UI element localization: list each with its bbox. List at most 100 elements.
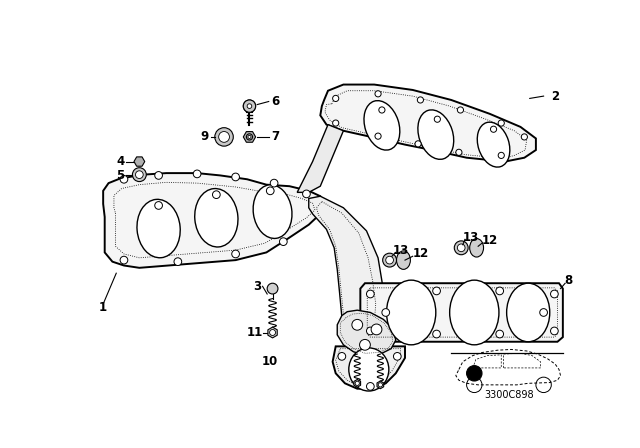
Circle shape [496, 330, 504, 338]
Text: 5: 5 [116, 169, 124, 182]
Circle shape [367, 290, 374, 298]
Circle shape [267, 283, 278, 294]
Polygon shape [333, 346, 405, 389]
Circle shape [375, 90, 381, 97]
Text: 3300C898: 3300C898 [484, 390, 534, 400]
Circle shape [435, 116, 440, 122]
Circle shape [215, 128, 234, 146]
Circle shape [467, 366, 482, 381]
Circle shape [232, 173, 239, 181]
Text: 4: 4 [116, 155, 124, 168]
Circle shape [540, 309, 547, 316]
Circle shape [360, 340, 371, 350]
Text: 8: 8 [564, 275, 572, 288]
Polygon shape [354, 379, 360, 387]
Circle shape [367, 383, 374, 390]
Circle shape [375, 133, 381, 139]
Circle shape [333, 120, 339, 126]
Circle shape [379, 107, 385, 113]
Polygon shape [243, 132, 255, 142]
Ellipse shape [470, 238, 484, 257]
Circle shape [521, 134, 527, 140]
Ellipse shape [507, 283, 550, 342]
Circle shape [458, 107, 463, 113]
Polygon shape [103, 173, 324, 268]
Text: 2: 2 [551, 90, 559, 103]
Circle shape [193, 170, 201, 178]
Text: 1: 1 [99, 302, 108, 314]
Text: 10: 10 [262, 355, 278, 368]
Circle shape [333, 95, 339, 102]
Circle shape [247, 104, 252, 108]
Ellipse shape [450, 280, 499, 345]
Text: 6: 6 [271, 95, 280, 108]
Ellipse shape [364, 101, 400, 150]
Circle shape [490, 126, 497, 132]
Circle shape [458, 244, 465, 252]
Circle shape [415, 141, 421, 147]
Circle shape [243, 100, 255, 112]
Circle shape [266, 187, 274, 195]
Circle shape [248, 135, 251, 138]
Text: 13: 13 [393, 244, 409, 257]
Polygon shape [337, 310, 396, 356]
Polygon shape [268, 327, 277, 338]
Ellipse shape [137, 199, 180, 258]
Circle shape [338, 353, 346, 360]
Circle shape [433, 287, 440, 295]
Circle shape [417, 97, 424, 103]
Circle shape [303, 190, 310, 198]
Circle shape [136, 171, 143, 178]
Circle shape [132, 168, 147, 181]
Circle shape [355, 381, 360, 385]
Circle shape [243, 100, 255, 112]
Circle shape [386, 256, 394, 264]
Ellipse shape [477, 122, 510, 167]
Text: 7: 7 [271, 130, 280, 143]
Circle shape [219, 132, 230, 142]
Circle shape [498, 152, 504, 159]
Text: 9: 9 [201, 130, 209, 143]
Ellipse shape [349, 348, 389, 391]
Circle shape [280, 238, 287, 246]
Circle shape [378, 383, 383, 387]
Circle shape [246, 134, 253, 140]
Circle shape [550, 327, 558, 335]
Text: 13: 13 [462, 231, 479, 244]
Text: 11: 11 [247, 326, 263, 339]
Circle shape [394, 353, 401, 360]
Circle shape [269, 330, 276, 336]
Circle shape [155, 202, 163, 209]
Ellipse shape [397, 251, 410, 269]
Circle shape [120, 256, 128, 264]
Polygon shape [297, 125, 344, 192]
Text: 12: 12 [481, 234, 498, 247]
Circle shape [456, 149, 462, 155]
Circle shape [155, 172, 163, 179]
Circle shape [367, 327, 374, 335]
Text: 3: 3 [253, 280, 261, 293]
Ellipse shape [418, 110, 454, 159]
Circle shape [382, 309, 390, 316]
Polygon shape [360, 283, 563, 342]
Circle shape [120, 176, 128, 183]
Ellipse shape [253, 185, 292, 238]
Polygon shape [134, 157, 145, 166]
Circle shape [454, 241, 468, 255]
Circle shape [371, 324, 382, 335]
Circle shape [174, 258, 182, 266]
Circle shape [496, 287, 504, 295]
Circle shape [212, 191, 220, 198]
Ellipse shape [195, 189, 238, 247]
Circle shape [232, 250, 239, 258]
Circle shape [383, 253, 397, 267]
Circle shape [433, 330, 440, 338]
Polygon shape [308, 196, 386, 339]
Text: 12: 12 [412, 247, 429, 260]
Circle shape [550, 290, 558, 298]
Circle shape [498, 120, 504, 126]
Polygon shape [377, 381, 384, 389]
Ellipse shape [387, 280, 436, 345]
Circle shape [270, 179, 278, 187]
Polygon shape [320, 85, 536, 162]
